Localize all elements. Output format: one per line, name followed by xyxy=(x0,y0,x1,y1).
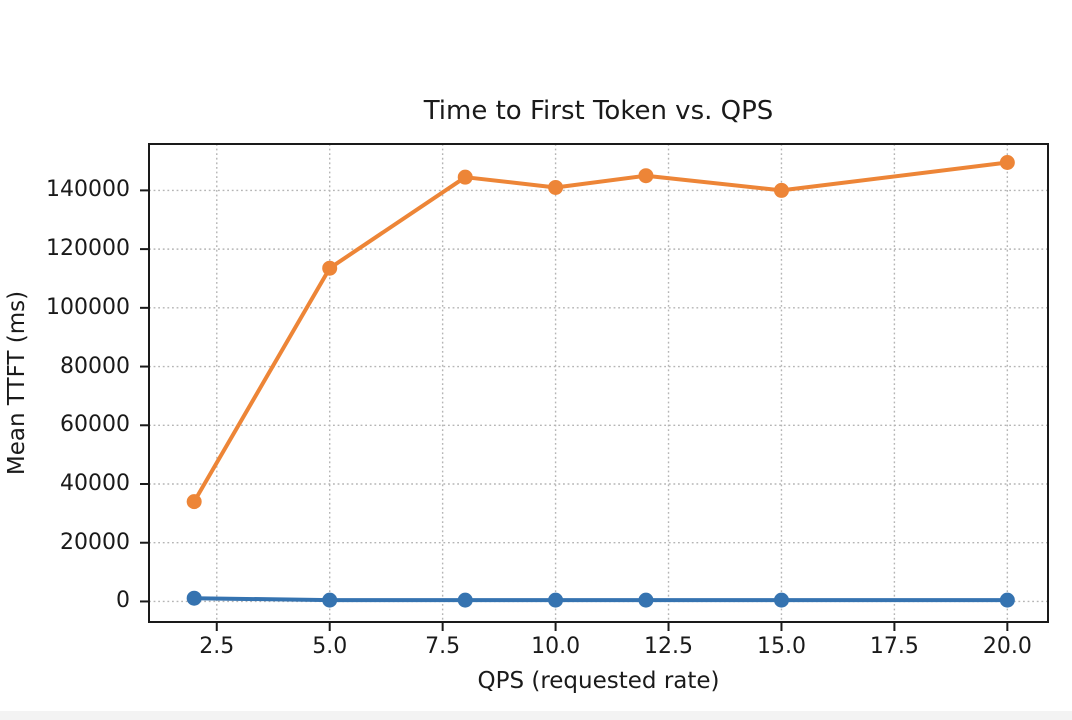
gridlines xyxy=(149,144,1048,622)
series-blue-marker xyxy=(457,592,473,608)
series-blue-marker xyxy=(186,590,202,606)
series-blue-marker xyxy=(322,592,338,608)
chart-title: Time to First Token vs. QPS xyxy=(423,96,774,126)
series-blue-marker xyxy=(773,592,789,608)
x-tick-label: 17.5 xyxy=(869,634,919,659)
y-tick-label: 20000 xyxy=(60,529,130,555)
series-blue-line xyxy=(192,596,1010,603)
y-tick-label: 80000 xyxy=(60,353,130,379)
tick-marks xyxy=(140,189,1009,631)
series-orange-marker xyxy=(457,169,473,185)
y-tick-label: 60000 xyxy=(60,412,130,438)
window-edge-bar xyxy=(0,711,1072,720)
series-orange-marker xyxy=(322,260,338,276)
series-blue-marker xyxy=(999,592,1015,608)
x-tick-label: 12.5 xyxy=(644,634,693,659)
x-tick-label: 5.0 xyxy=(312,634,348,659)
series-orange-marker xyxy=(186,494,202,510)
series-orange-line xyxy=(192,160,1010,504)
y-tick-label: 40000 xyxy=(60,471,130,496)
series-orange-marker xyxy=(638,168,654,184)
series-orange-marker xyxy=(548,179,564,195)
x-tick-label: 10.0 xyxy=(531,634,581,659)
series-orange-marker xyxy=(999,154,1015,170)
plot-frame xyxy=(148,143,1049,623)
series-blue xyxy=(186,590,1015,608)
y-tick-label: 100000 xyxy=(46,294,130,320)
x-axis-label: QPS (requested rate) xyxy=(477,668,720,694)
series-orange xyxy=(186,154,1015,510)
x-tick-label: 2.5 xyxy=(199,634,235,659)
x-tick-label: 7.5 xyxy=(425,634,461,659)
x-tick-label: 15.0 xyxy=(756,634,806,659)
series-blue-marker xyxy=(548,592,564,608)
series-blue-marker xyxy=(638,592,654,608)
x-tick-label: 20.0 xyxy=(982,634,1032,659)
y-tick-label: 140000 xyxy=(46,177,130,203)
y-tick-label: 0 xyxy=(116,588,130,614)
y-tick-label: 120000 xyxy=(46,236,130,262)
series-orange-marker xyxy=(773,182,789,198)
